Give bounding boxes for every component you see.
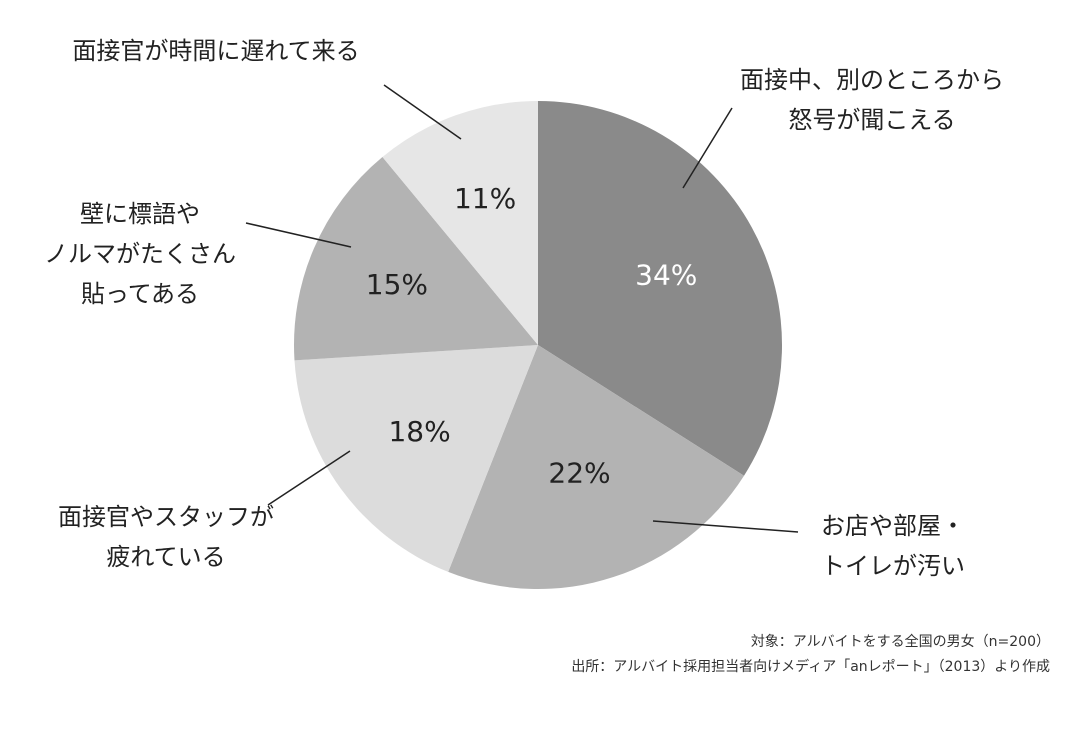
category-label-0: 面接中、別のところから怒号が聞こえる bbox=[740, 66, 1004, 134]
pie-slice-4 bbox=[382, 101, 538, 345]
category-label-1-line-1: トイレが汚い bbox=[821, 552, 965, 580]
pie-chart: 34% 22% 18% 15% 11% 面接中、別のところから怒号が聞こえるお店や部屋・… bbox=[44, 37, 1004, 590]
value-label-0: 34% bbox=[635, 259, 697, 292]
leader-line-4 bbox=[383, 84, 462, 140]
pie-slice-3 bbox=[293, 156, 538, 361]
category-label-3-line-1: ノルマがたくさん bbox=[44, 240, 236, 268]
leader-line-0 bbox=[682, 107, 733, 189]
pie-slice-0 bbox=[538, 101, 783, 476]
category-label-3: 壁に標語やノルマがたくさん貼ってある bbox=[44, 200, 236, 308]
leader-line-1 bbox=[652, 520, 799, 533]
category-label-3-line-2: 貼ってある bbox=[81, 280, 199, 308]
value-label-4: 11% bbox=[454, 182, 516, 215]
category-label-4-line-0: 面接官が時間に遅れて来る bbox=[72, 37, 359, 65]
pie-slice-1 bbox=[448, 345, 745, 590]
leader-lines bbox=[245, 84, 799, 533]
pie-slices bbox=[293, 101, 783, 590]
source-note-target: 対象：アルバイトをする全国の男女（n=200） bbox=[750, 634, 1050, 650]
value-label-1: 22% bbox=[548, 457, 610, 490]
leader-line-2 bbox=[267, 450, 351, 506]
source-note-origin: 出所：アルバイト採用担当者向けメディア「anレポート」（2013）より作成 bbox=[571, 659, 1050, 675]
leader-line-3 bbox=[245, 222, 352, 248]
value-label-3: 15% bbox=[366, 268, 428, 301]
category-label-2: 面接官やスタッフが疲れている bbox=[58, 503, 274, 571]
category-label-0-line-0: 面接中、別のところから bbox=[740, 66, 1004, 94]
category-label-2-line-1: 疲れている bbox=[106, 543, 225, 571]
category-label-3-line-0: 壁に標語や bbox=[80, 200, 200, 228]
category-label-0-line-1: 怒号が聞こえる bbox=[788, 106, 955, 134]
value-label-2: 18% bbox=[388, 415, 450, 448]
pie-slice-2 bbox=[294, 345, 538, 572]
category-label-2-line-0: 面接官やスタッフが bbox=[58, 503, 274, 531]
category-label-4: 面接官が時間に遅れて来る bbox=[72, 37, 359, 65]
category-label-1-line-0: お店や部屋・ bbox=[821, 512, 965, 540]
value-labels: 34% 22% 18% 15% 11% bbox=[366, 182, 698, 490]
category-label-1: お店や部屋・トイレが汚い bbox=[821, 512, 965, 580]
